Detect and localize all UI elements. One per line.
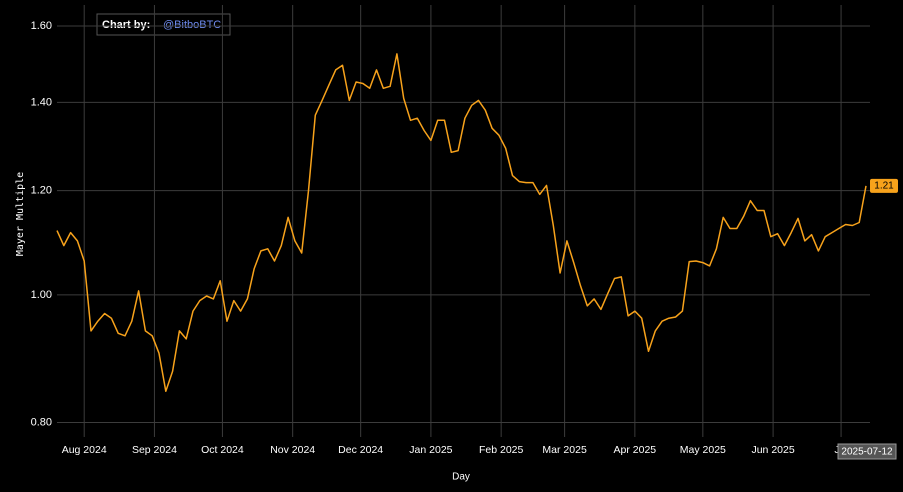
- last-date-label: 2025-07-12: [841, 447, 893, 458]
- y-tick-label: 1.40: [31, 96, 52, 108]
- x-tick-label: Sep 2024: [132, 444, 177, 456]
- annotation-box: [96, 13, 231, 36]
- y-tick-label: 1.60: [31, 20, 52, 32]
- x-tick-label: Apr 2025: [614, 444, 657, 456]
- x-tick-label: Feb 2025: [479, 444, 524, 456]
- annotation-handle: @BitboBTC: [163, 19, 221, 31]
- x-tick-label: Jan 2025: [409, 444, 452, 456]
- x-tick-label: Nov 2024: [270, 444, 315, 456]
- y-tick-label: 1.20: [31, 185, 52, 197]
- x-tick-label: Dec 2024: [338, 444, 383, 456]
- y-tick-label: 1.00: [31, 289, 52, 301]
- x-tick-label: Jun 2025: [751, 444, 794, 456]
- line: [56, 53, 867, 392]
- y-tick-label: 0.80: [31, 416, 52, 428]
- x-tick-label: May 2025: [680, 444, 726, 456]
- y-axis-label: Mayer Multiple: [15, 172, 26, 256]
- annotation-prefix: Chart by:: [102, 19, 150, 31]
- date-tag: [837, 443, 897, 460]
- x-tick-label: Mar 2025: [542, 444, 587, 456]
- last-value-label: 1.21: [874, 180, 894, 191]
- x-tick-label: Aug 2024: [62, 444, 107, 456]
- x-axis-label: Day: [452, 472, 470, 483]
- x-tick-label: Oct 2024: [201, 444, 244, 456]
- value-tag: [870, 178, 898, 193]
